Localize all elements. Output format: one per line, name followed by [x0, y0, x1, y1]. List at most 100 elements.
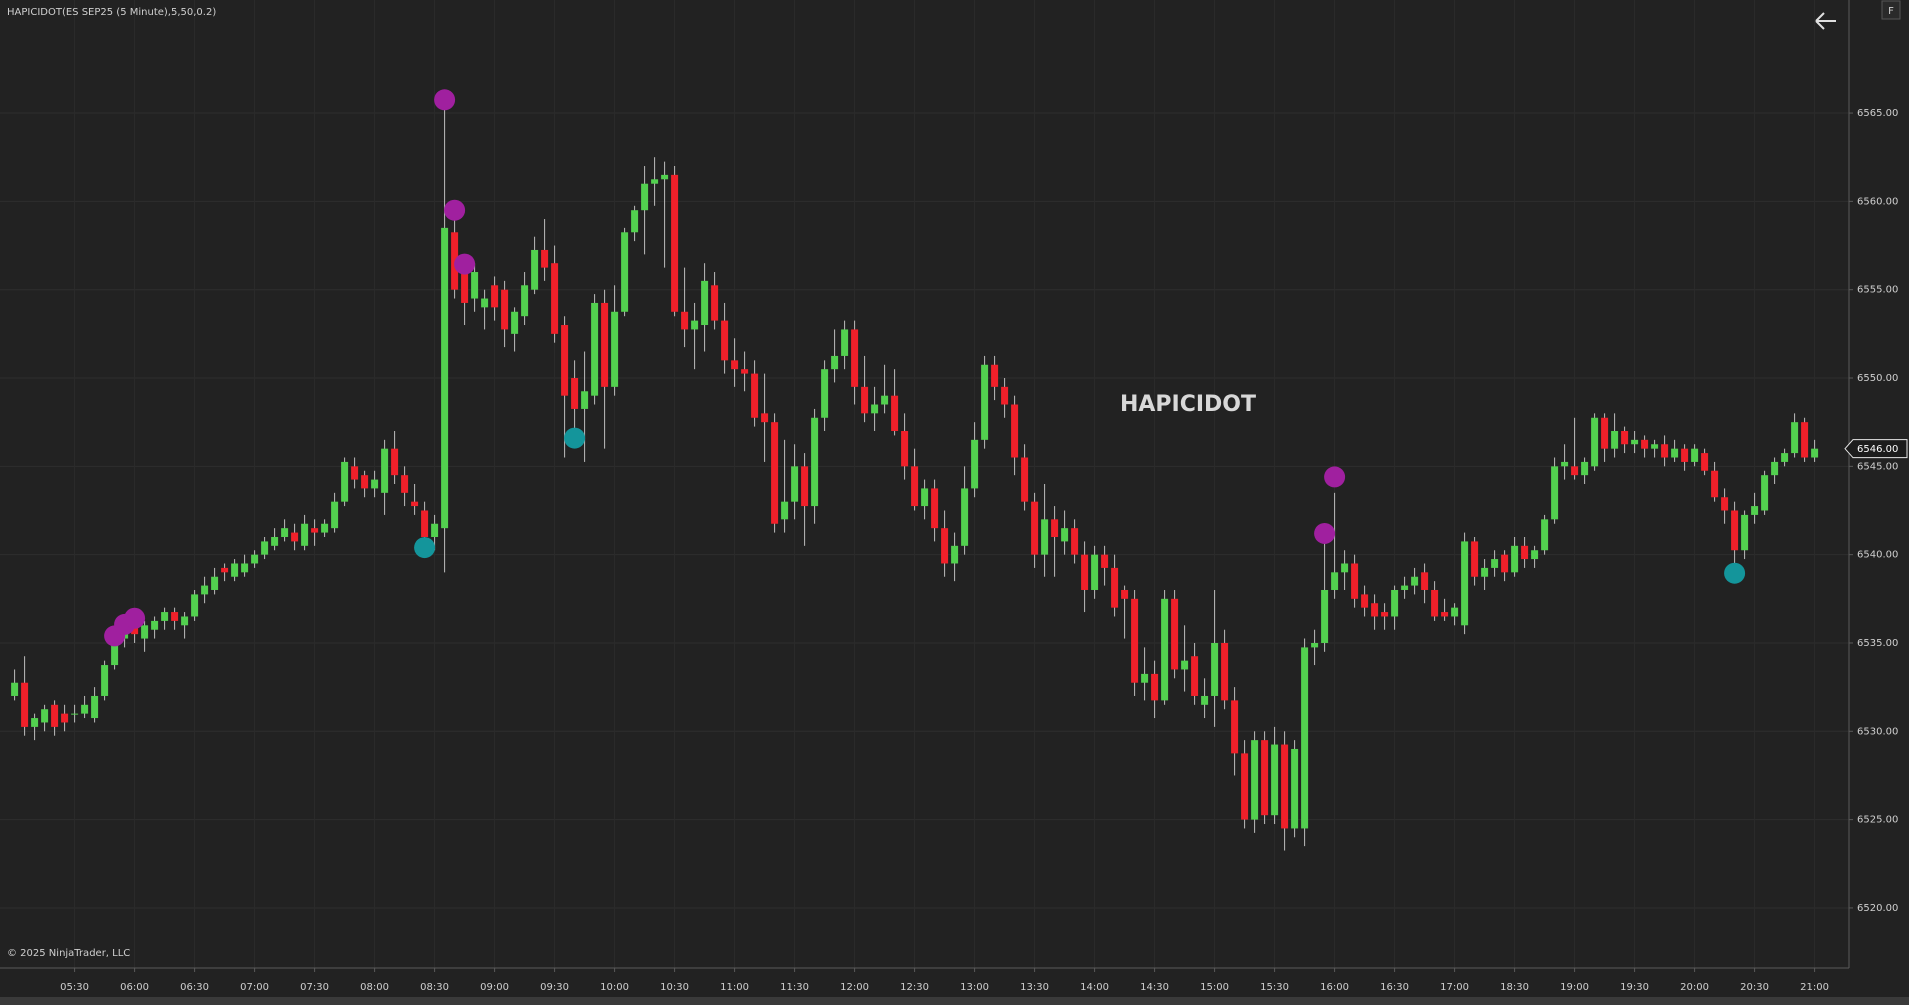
candle-body — [151, 620, 159, 630]
candle-body — [1221, 642, 1229, 701]
candle-body — [1161, 598, 1169, 701]
copyright: © 2025 NinjaTrader, LLC — [7, 948, 130, 959]
candle-body — [1551, 466, 1559, 520]
candle-body — [511, 311, 519, 334]
candle-body — [951, 545, 959, 564]
candle-body — [1201, 695, 1209, 705]
candle-body — [311, 528, 319, 533]
x-tick-label: 08:00 — [360, 982, 389, 993]
candle-body — [281, 528, 289, 537]
scrollbar[interactable] — [0, 997, 1909, 1005]
candle-body — [341, 461, 349, 502]
x-tick-label: 14:00 — [1080, 982, 1109, 993]
x-tick-label: 20:30 — [1740, 982, 1769, 993]
f-button[interactable]: F — [1881, 0, 1901, 20]
candle-body — [1591, 417, 1599, 467]
x-tick-label: 12:00 — [840, 982, 869, 993]
candle-body — [321, 523, 329, 533]
candle-body — [1071, 528, 1079, 555]
candle-body — [1081, 554, 1089, 590]
candle-body — [471, 272, 479, 299]
f-button-box — [1881, 0, 1901, 20]
candle-body — [1651, 444, 1659, 449]
candle-body — [1341, 563, 1349, 573]
candle-body — [1171, 598, 1179, 670]
x-tick-label: 12:30 — [900, 982, 929, 993]
candle-body — [691, 320, 699, 330]
x-tick-label: 05:30 — [60, 982, 89, 993]
candle-body — [851, 329, 859, 387]
candle-body — [1731, 510, 1739, 551]
candle-body — [801, 466, 809, 507]
x-tick-label: 08:30 — [420, 982, 449, 993]
axes: 6520.00 6525.00 6530.00 6535.00 6540.00 6545.… — [60, 108, 1908, 993]
candle-body — [1211, 642, 1219, 696]
candle-body — [1741, 514, 1749, 551]
candle-body — [1471, 541, 1479, 577]
candle-body — [931, 488, 939, 529]
candle-body — [1021, 457, 1029, 502]
candle-body — [1461, 541, 1469, 626]
candle-body — [1611, 431, 1619, 449]
candle-body — [1751, 506, 1759, 515]
candle-body — [1521, 545, 1529, 560]
x-tick-label: 16:30 — [1380, 982, 1409, 993]
candle-body — [381, 448, 389, 493]
candle-body — [51, 704, 59, 727]
x-tick-label: 09:00 — [480, 982, 509, 993]
candle-body — [481, 298, 489, 308]
candle-body — [211, 576, 219, 590]
candle-body — [231, 563, 239, 577]
candle-body — [541, 249, 549, 268]
x-tick-label: 15:00 — [1200, 982, 1229, 993]
y-tick-label: 6565.00 — [1857, 108, 1898, 119]
candle-body — [831, 355, 839, 370]
candle-body — [421, 510, 429, 537]
candle-body — [251, 554, 259, 564]
candle-body — [1561, 461, 1569, 467]
candle-body — [1661, 444, 1669, 458]
candle-body — [1501, 554, 1509, 573]
candle-body — [501, 289, 509, 330]
candle-body — [1711, 470, 1719, 498]
candle-body — [331, 501, 339, 529]
x-tick-label: 06:00 — [120, 982, 149, 993]
candle-body — [1701, 453, 1709, 471]
candle-body — [601, 302, 609, 387]
chart-title: HAPICIDOT(ES SEP25 (5 Minute),5,50,0.2) — [7, 7, 216, 18]
candle-body — [1811, 448, 1819, 458]
x-tick-label: 13:00 — [960, 982, 989, 993]
candle-body — [171, 612, 179, 621]
candle-body — [761, 413, 769, 423]
x-tick-label: 14:30 — [1140, 982, 1169, 993]
x-tick-label: 15:30 — [1260, 982, 1289, 993]
candle-body — [1571, 466, 1579, 476]
back-button[interactable] — [1815, 12, 1836, 30]
y-tick-label: 6560.00 — [1857, 196, 1898, 207]
candle-body — [61, 713, 69, 723]
candle-body — [1421, 572, 1429, 590]
candle-body — [371, 479, 379, 489]
x-tick-label: 20:00 — [1680, 982, 1709, 993]
candle-body — [1481, 567, 1489, 577]
candle-body — [611, 311, 619, 387]
candle-body — [91, 695, 99, 719]
candle-body — [1781, 453, 1789, 462]
candle-body — [1051, 519, 1059, 537]
candle-body — [1801, 422, 1809, 458]
candle-body — [1721, 497, 1729, 511]
candle-body — [821, 369, 829, 418]
candle-body — [31, 718, 39, 727]
candle-body — [351, 466, 359, 480]
candle-body — [411, 501, 419, 507]
candle-body — [1291, 748, 1299, 829]
x-tick-label: 19:30 — [1620, 982, 1649, 993]
candle-body — [161, 612, 169, 621]
candle-body — [441, 227, 449, 529]
candle-body — [991, 364, 999, 387]
signal-dot — [454, 253, 476, 275]
candle-body — [641, 183, 649, 211]
candle-body — [981, 364, 989, 440]
candle-body — [11, 682, 19, 696]
x-tick-label: 11:30 — [780, 982, 809, 993]
